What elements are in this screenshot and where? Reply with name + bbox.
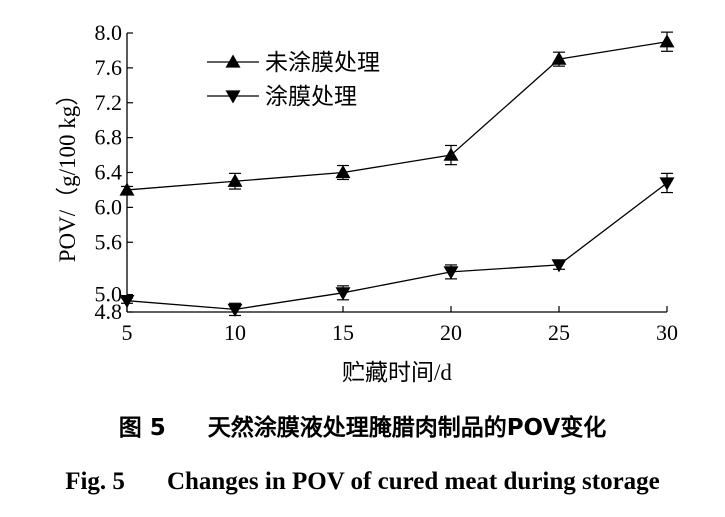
legend-marker: [225, 54, 241, 68]
x-tick-label: 20: [440, 320, 462, 345]
data-point-marker: [659, 34, 675, 48]
data-point-marker: [443, 266, 459, 280]
y-tick-label: 4.8: [95, 299, 123, 324]
y-tick-label: 6.8: [95, 125, 123, 150]
caption-cn-text: 天然涂膜液处理腌腊肉制品的POV变化: [207, 415, 607, 441]
series-2: [119, 172, 675, 317]
data-point-marker: [227, 303, 243, 317]
pov-line-chart: 4.85.05.66.06.46.87.27.68.0 5 10 15 20 25 30 …: [55, 20, 678, 385]
x-tick-label: 10: [224, 320, 246, 345]
x-tick-label: 25: [548, 320, 570, 345]
data-point-marker: [551, 51, 567, 65]
axes: [126, 33, 667, 313]
figure-caption-chinese: 图 5 天然涂膜液处理腌腊肉制品的POV变化: [0, 408, 725, 442]
legend-label: 未涂膜处理: [265, 50, 380, 76]
y-tick-label: 7.6: [95, 55, 123, 80]
legend-item-1: 未涂膜处理: [207, 50, 380, 76]
data-point-marker: [551, 259, 567, 273]
series-line: [126, 41, 668, 191]
caption-cn-label: 图 5: [118, 415, 166, 441]
data-point-marker: [227, 173, 243, 187]
y-tick-label: 6.4: [95, 160, 123, 185]
y-tick-label: 7.2: [95, 90, 123, 115]
x-tick-label: 15: [332, 320, 354, 345]
data-point-marker: [335, 287, 351, 301]
y-axis-ticks: 4.85.0 5.6 6.0 6.4 6.8 7.2 7.6 8.0: [95, 20, 133, 324]
x-tick-label: 5: [122, 320, 133, 345]
legend-marker: [225, 90, 241, 104]
legend-label: 涂膜处理: [265, 84, 357, 110]
x-tick-label: 30: [656, 320, 678, 345]
caption-en-text: Changes in POV of cured meat during stor…: [166, 468, 660, 495]
data-point-marker: [659, 177, 675, 191]
series-line: [126, 182, 668, 311]
series-layer: [119, 31, 675, 317]
series-1: [119, 31, 675, 196]
caption-en-label: Fig. 5: [65, 468, 125, 495]
legend-item-2: 涂膜处理: [207, 84, 357, 110]
y-tick-label: 5.6: [95, 229, 123, 254]
y-axis-title: POV/（g/100 kg）: [55, 83, 80, 263]
data-point-marker: [443, 147, 459, 161]
figure-caption-english: Fig. 5 Changes in POV of cured meat durin…: [0, 468, 725, 496]
y-tick-label: 5.0: [95, 282, 123, 307]
data-point-marker: [335, 165, 351, 179]
x-axis-title: 贮藏时间/d: [342, 360, 452, 385]
data-point-marker: [119, 182, 135, 196]
x-axis-ticks: 5 10 15 20 25 30: [122, 306, 678, 345]
data-point-marker: [119, 295, 135, 309]
y-tick-label: 6.0: [95, 194, 123, 219]
y-tick-label: 8.0: [95, 20, 123, 45]
